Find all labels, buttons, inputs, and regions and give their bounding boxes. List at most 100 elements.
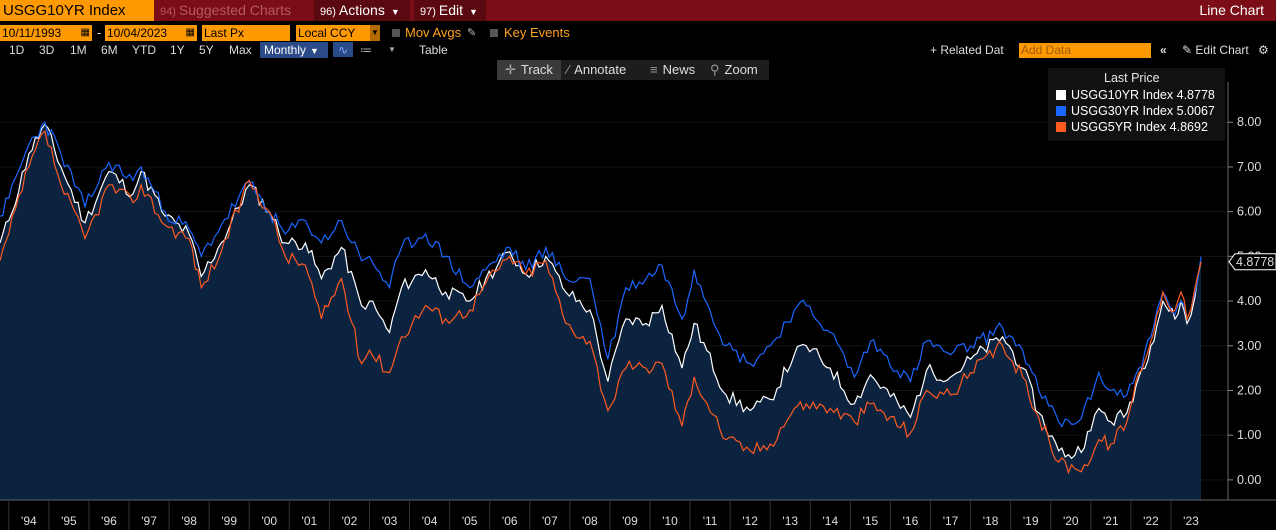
range-3d[interactable]: 3D <box>39 43 55 57</box>
chevron-down-icon[interactable]: ▼ <box>388 45 396 54</box>
x-tick-label: '17 <box>943 514 959 528</box>
range-max[interactable]: Max <box>229 43 252 57</box>
gear-icon[interactable]: ⚙ <box>1258 43 1269 57</box>
related-data-button[interactable]: + Related Dat <box>930 43 1004 57</box>
legend-item-usgg30yr[interactable]: USGG30YR Index 5.0067 <box>1056 104 1215 119</box>
x-tick-label: '16 <box>903 514 919 528</box>
legend-item-usgg5yr[interactable]: USGG5YR Index 4.8692 <box>1056 120 1208 135</box>
x-tick-label: '11 <box>703 514 718 528</box>
pencil-icon: ∕ <box>567 62 570 77</box>
x-tick-label: '09 <box>622 514 638 528</box>
line-chart-icon[interactable]: ∿ <box>333 42 353 57</box>
suggested-label: Suggested Charts <box>178 2 291 18</box>
series-line-usgg5yr <box>0 130 1202 475</box>
annotate-tool[interactable]: ∕ Annotate <box>567 60 626 80</box>
edit-chart-label: Edit Chart <box>1195 43 1249 57</box>
chart-tool-bar: ✛ Track ∕ Annotate ≡ News ⚲ Zoom <box>497 60 769 80</box>
x-tick-label: '13 <box>782 514 798 528</box>
y-tick-label: 7.00 <box>1237 160 1261 174</box>
suggested-charts-menu[interactable]: 94) Suggested Charts <box>160 0 291 21</box>
frequency-value: Monthly <box>264 43 307 57</box>
actions-menu[interactable]: 96) Actions ▼ <box>314 0 410 21</box>
legend-item-usgg10yr[interactable]: USGG10YR Index 4.8778 <box>1056 88 1215 103</box>
y-axis: 8.007.006.005.004.003.002.001.000.00 <box>1228 115 1261 487</box>
title-bar: USGG10YR Index 94) Suggested Charts 96) Ac… <box>0 0 1276 21</box>
x-tick-label: '99 <box>221 514 237 528</box>
news-tool[interactable]: ≡ News <box>650 60 695 80</box>
legend-swatch <box>1056 90 1066 100</box>
y-tick-label: 8.00 <box>1237 115 1261 129</box>
chevron-down-icon: ▼ <box>469 7 478 17</box>
chart-legend: Last Price USGG10YR Index 4.8778 USGG30Y… <box>1048 68 1225 141</box>
edit-label: Edit <box>438 2 464 18</box>
range-1d[interactable]: 1D <box>9 43 25 57</box>
x-tick-label: '00 <box>261 514 277 528</box>
zoom-tool[interactable]: ⚲ Zoom <box>710 60 758 80</box>
start-date-field[interactable]: 10/11/1993 ▦ <box>0 25 92 41</box>
mov-avgs-checkbox[interactable] <box>392 29 400 37</box>
legend-series-value: 4.8692 <box>1169 120 1208 134</box>
legend-series-name: USGG5YR Index <box>1071 120 1167 134</box>
y-tick-label: 1.00 <box>1237 428 1261 442</box>
y-tick-label: 3.00 <box>1237 339 1261 353</box>
x-tick-label: '19 <box>1023 514 1039 528</box>
frequency-select[interactable]: Monthly ▼ <box>260 42 328 58</box>
x-tick-label: '96 <box>101 514 117 528</box>
range-ytd[interactable]: YTD <box>132 43 156 57</box>
crosshair-icon: ✛ <box>505 62 516 77</box>
series-line-usgg10yr <box>0 123 1202 460</box>
track-tool[interactable]: ✛ Track <box>497 60 561 80</box>
chevron-down-icon: ▼ <box>370 25 380 41</box>
annotate-label: Annotate <box>574 62 627 77</box>
bar-chart-icon[interactable]: ≔ <box>360 43 372 57</box>
edit-number: 97) <box>420 6 436 18</box>
price-field-select[interactable]: Last Px <box>202 25 290 41</box>
series-fill-area <box>0 124 1201 500</box>
legend-series-name: USGG30YR Index <box>1071 104 1174 118</box>
currency-value: Local CCY <box>298 26 356 40</box>
key-events-checkbox[interactable] <box>490 29 498 37</box>
legend-swatch <box>1056 106 1066 116</box>
add-data-input[interactable]: Add Data <box>1019 43 1151 58</box>
x-tick-label: '20 <box>1063 514 1079 528</box>
ticker-field[interactable]: USGG10YR Index <box>0 0 154 21</box>
range-1y[interactable]: 1Y <box>170 43 185 57</box>
pencil-icon[interactable]: ✎ <box>467 27 477 39</box>
legend-series-name: USGG10YR Index <box>1071 88 1174 102</box>
settings-bar: 10/11/1993 ▦ - 10/04/2023 ▦ Last Px Local … <box>0 25 1276 41</box>
series-line-usgg30yr <box>0 121 1202 428</box>
x-tick-label: '03 <box>382 514 398 528</box>
y-tick-label: 2.00 <box>1237 383 1261 397</box>
range-bar: 1D 3D 1M 6M YTD 1Y 5Y Max Monthly ▼ ∿ ≔ ▼… <box>0 42 1276 58</box>
x-tick-label: '01 <box>302 514 318 528</box>
track-label: Track <box>520 62 553 77</box>
x-tick-label: '14 <box>823 514 839 528</box>
calendar-icon[interactable]: ▦ <box>80 27 90 38</box>
last-value-label: 4.8778 <box>1236 255 1274 269</box>
edit-chart-button[interactable]: ✎ Edit Chart <box>1182 42 1249 58</box>
x-tick-label: '94 <box>21 514 37 528</box>
collapse-icon[interactable]: « <box>1160 43 1167 57</box>
edit-menu[interactable]: 97) Edit ▼ <box>414 0 486 21</box>
legend-swatch <box>1056 122 1066 132</box>
x-tick-label: '05 <box>462 514 478 528</box>
key-events-label: Key Events <box>504 25 570 40</box>
currency-select[interactable]: Local CCY ▼ <box>296 25 380 41</box>
x-tick-label: '07 <box>542 514 558 528</box>
y-tick-label: 6.00 <box>1237 205 1261 219</box>
calendar-icon[interactable]: ▦ <box>185 27 195 38</box>
pencil-icon: ✎ <box>1182 43 1193 57</box>
x-tick-label: '98 <box>181 514 197 528</box>
mov-avgs-label: Mov Avgs <box>405 25 462 40</box>
zoom-label: Zoom <box>724 62 758 77</box>
x-tick-label: '02 <box>342 514 358 528</box>
range-5y[interactable]: 5Y <box>199 43 214 57</box>
x-tick-label: '97 <box>141 514 157 528</box>
end-date-field[interactable]: 10/04/2023 ▦ <box>105 25 197 41</box>
yield-line-chart[interactable]: 8.007.006.005.004.003.002.001.000.00 '94… <box>0 82 1276 530</box>
legend-series-value: 4.8778 <box>1176 88 1215 102</box>
range-6m[interactable]: 6M <box>101 43 118 57</box>
suggested-number: 94) <box>160 6 176 18</box>
table-button[interactable]: Table <box>419 43 448 57</box>
range-1m[interactable]: 1M <box>70 43 87 57</box>
